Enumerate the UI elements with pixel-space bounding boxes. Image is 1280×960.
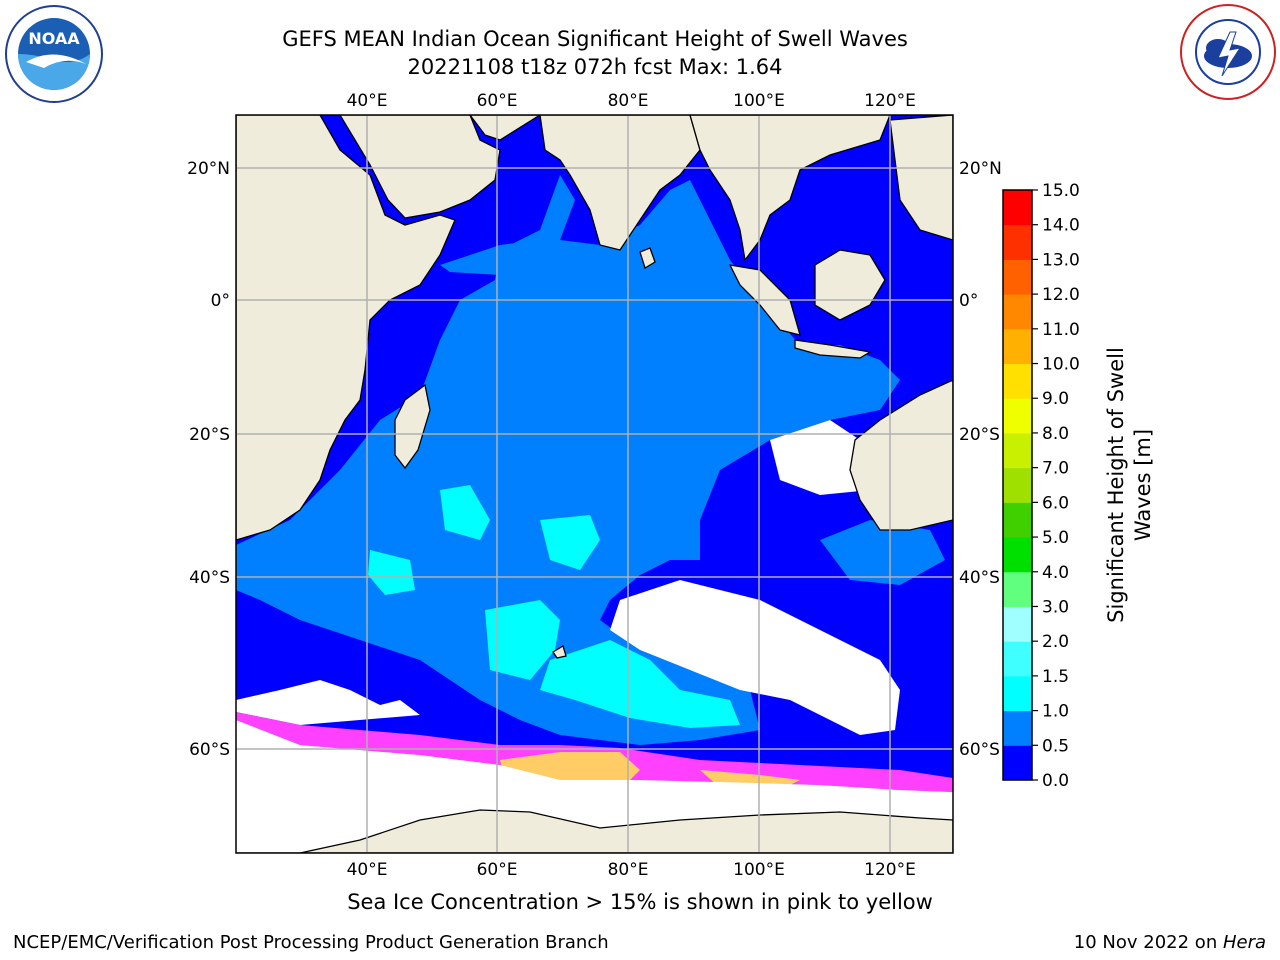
lon-tick-label: 60°E (477, 860, 518, 880)
lat-tick-label: 60°S (189, 740, 230, 760)
colorbar-tick-label: 2.0 (1042, 632, 1069, 652)
colorbar-segment (1003, 398, 1032, 433)
colorbar-label-line2: Waves [m] (1131, 429, 1155, 541)
colorbar-tick-label: 0.0 (1042, 771, 1069, 791)
lon-tick-label: 100°E (733, 860, 785, 880)
colorbar-segment (1003, 745, 1032, 780)
colorbar-tick-label: 8.0 (1042, 424, 1069, 444)
footer-host: Hera (1223, 932, 1266, 953)
map-plot-area (236, 115, 953, 853)
lon-tick-label: 120°E (864, 91, 916, 111)
colorbar-segment (1003, 537, 1032, 572)
colorbar-tick-label: 3.0 (1042, 597, 1069, 617)
colorbar-tick-label: 6.0 (1042, 493, 1069, 513)
colorbar-segment (1003, 225, 1032, 260)
colorbar-segment (1003, 502, 1032, 537)
footer-date-text: 10 Nov 2022 on (1074, 932, 1223, 953)
colorbar-tick-label: 0.5 (1042, 736, 1069, 756)
lat-tick-label: 20°N (959, 159, 1002, 179)
colorbar-tick-label: 1.0 (1042, 702, 1069, 722)
colorbar-tick-label: 12.0 (1042, 285, 1080, 305)
lat-ticks-left: 20°N 0° 20°S 40°S 60°S (187, 159, 230, 760)
colorbar-tick-label: 5.0 (1042, 528, 1069, 548)
lat-tick-label: 60°S (959, 740, 1000, 760)
lon-tick-label: 60°E (477, 91, 518, 111)
lat-tick-label: 20°S (189, 425, 230, 445)
colorbar-segment (1003, 676, 1032, 711)
footer-date: 10 Nov 2022 on Hera (1074, 932, 1266, 953)
colorbar-segment (1003, 572, 1032, 607)
lon-tick-label: 120°E (864, 860, 916, 880)
colorbar-tick-label: 13.0 (1042, 250, 1080, 270)
lon-tick-label: 100°E (733, 91, 785, 111)
lon-tick-label: 80°E (608, 91, 649, 111)
colorbar (1003, 190, 1032, 781)
lon-ticks-bottom: 40°E 60°E 80°E 100°E 120°E (347, 860, 916, 880)
lat-tick-label: 20°N (187, 159, 230, 179)
colorbar-segment (1003, 294, 1032, 329)
colorbar-segment (1003, 606, 1032, 641)
lat-tick-label: 0° (211, 291, 230, 311)
colorbar-segment (1003, 711, 1032, 746)
lat-tick-label: 20°S (959, 425, 1000, 445)
lon-tick-label: 40°E (347, 91, 388, 111)
colorbar-tick-label: 14.0 (1042, 216, 1080, 236)
colorbar-tick-label: 11.0 (1042, 320, 1080, 340)
colorbar-segment (1003, 329, 1032, 364)
footer-credit: NCEP/EMC/Verification Post Processing Pr… (13, 932, 609, 953)
colorbar-tick-label: 7.0 (1042, 459, 1069, 479)
lat-tick-label: 0° (959, 291, 978, 311)
colorbar-label-line1: Significant Height of Swell (1104, 347, 1128, 623)
sea-ice-caption: Sea Ice Concentration > 15% is shown in … (0, 890, 1280, 914)
colorbar-tick-label: 9.0 (1042, 389, 1069, 409)
lon-ticks-top: 40°E 60°E 80°E 100°E 120°E (347, 91, 916, 111)
colorbar-tick-label: 4.0 (1042, 563, 1069, 583)
colorbar-segment (1003, 641, 1032, 676)
lon-tick-label: 80°E (608, 860, 649, 880)
lon-tick-label: 40°E (347, 860, 388, 880)
colorbar-tick-label: 10.0 (1042, 355, 1080, 375)
colorbar-ticks: 0.0 0.5 1.0 1.5 2.0 3.0 4.0 5.0 6.0 7.0 8.0 9.0 10.0… (1032, 181, 1080, 791)
lat-ticks-right: 20°N 0° 20°S 40°S 60°S (959, 159, 1002, 760)
lat-tick-label: 40°S (959, 568, 1000, 588)
colorbar-segment (1003, 190, 1032, 225)
lat-tick-label: 40°S (189, 568, 230, 588)
colorbar-tick-label: 1.5 (1042, 667, 1069, 687)
colorbar-tick-label: 15.0 (1042, 181, 1080, 201)
colorbar-segment (1003, 259, 1032, 294)
colorbar-segment (1003, 364, 1032, 399)
colorbar-segment (1003, 468, 1032, 503)
colorbar-segment (1003, 433, 1032, 468)
